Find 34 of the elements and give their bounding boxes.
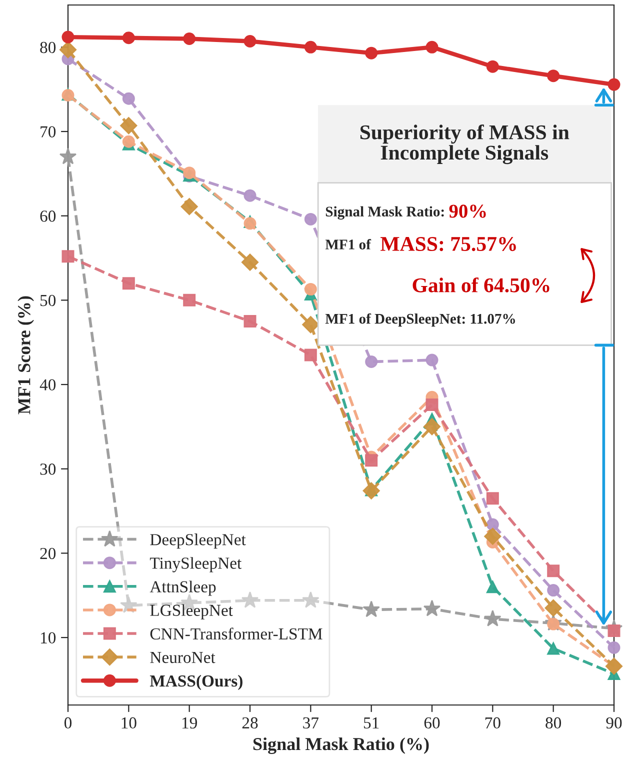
y-tick-label: 50: [40, 294, 56, 306]
legend-label: TinySleepNet: [150, 557, 242, 572]
annotation: Superiority of MASS in Incomplete Signals: [360, 124, 570, 164]
x-tick-label: 51: [364, 717, 379, 729]
x-tick-label: 37: [303, 717, 319, 729]
x-tick-label: 60: [424, 717, 440, 729]
y-tick-label: 70: [40, 126, 56, 138]
annotation: MF1 of: [325, 239, 372, 250]
y-tick-label: 10: [40, 632, 56, 644]
annotation: Signal Mask Ratio:: [326, 206, 444, 220]
legend-label: LGSleepNet: [150, 604, 233, 620]
x-tick-label: 90: [606, 717, 622, 729]
x-tick-label: 0: [64, 717, 72, 729]
x-tick-label: 28: [242, 717, 258, 729]
x-tick-label: 80: [546, 717, 562, 729]
annotation: MASS: 75.57%: [380, 236, 516, 252]
x-tick-label: 70: [485, 717, 500, 729]
y-tick-label: 40: [40, 379, 56, 390]
legend-label: NeuroNet: [150, 652, 216, 664]
annotation: MF1 of DeepSleepNet: 11.07%: [325, 313, 515, 327]
y-tick-label: 80: [40, 42, 56, 54]
annotation: 90%: [449, 204, 486, 218]
annotation: Gain of 64.50%: [412, 277, 550, 292]
y-tick-label: 60: [40, 210, 56, 222]
legend-label: DeepSleepNet: [150, 534, 246, 549]
x-tick-label: 10: [122, 717, 136, 729]
y-axis-title: MF1 Score (%): [18, 296, 34, 414]
legend-label: AttnSleep: [150, 580, 216, 596]
x-axis-title: Signal Mask Ratio (%): [253, 737, 429, 754]
legend-label: MASS(Ours): [150, 674, 242, 690]
y-tick-label: 20: [40, 548, 56, 560]
y-tick-label: 30: [40, 464, 56, 475]
legend-label: CNN-Transformer-LSTM: [150, 628, 322, 640]
x-tick-label: 19: [182, 717, 197, 729]
